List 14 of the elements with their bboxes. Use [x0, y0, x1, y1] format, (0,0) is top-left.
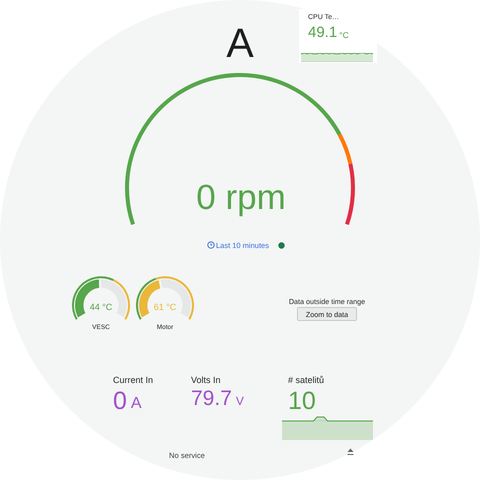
text: 49.1 — [308, 24, 338, 42]
text: A — [130, 395, 142, 412]
text: 44 °C — [90, 302, 112, 312]
text: 10 — [288, 386, 316, 415]
text: 79.7 — [191, 387, 232, 410]
text: V — [236, 394, 244, 408]
chart-title: # satelitů — [288, 375, 324, 386]
text: Volts In — [191, 375, 221, 386]
text: 61 °C — [154, 302, 176, 312]
chart-title: A — [226, 20, 254, 66]
text: °C — [339, 30, 349, 40]
text: 0 rpm — [196, 178, 286, 218]
text: 0 — [113, 386, 127, 415]
text: Current In — [113, 375, 154, 386]
